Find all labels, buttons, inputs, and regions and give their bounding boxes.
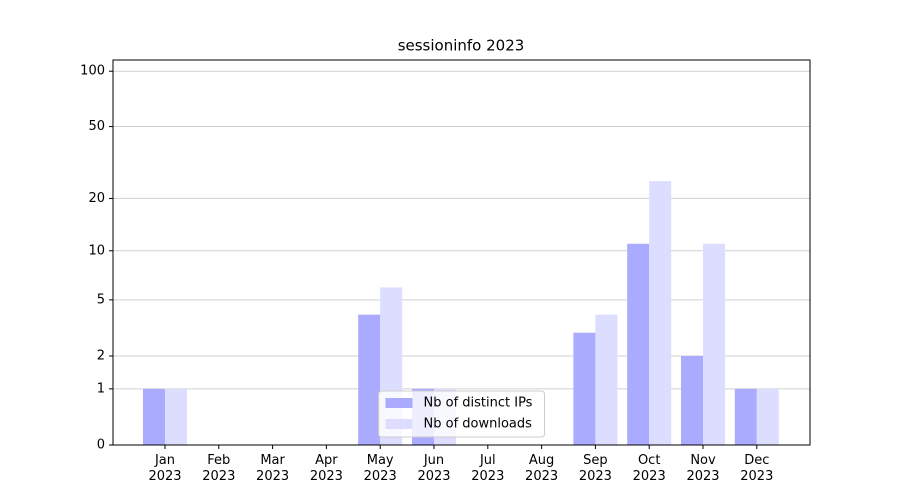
x-tick-label: Mar 2023 xyxy=(256,453,290,484)
legend-box xyxy=(378,390,545,438)
bar xyxy=(703,243,725,445)
x-tick-label: Jan 2023 xyxy=(148,453,182,484)
x-tick-label: Jul 2023 xyxy=(471,453,505,484)
bar xyxy=(756,388,779,445)
bar xyxy=(165,388,187,445)
y-tick-label: 10 xyxy=(88,243,105,258)
legend-label: Nb of distinct IPs xyxy=(424,396,533,411)
legend-swatch xyxy=(385,419,413,429)
x-tick-label: Dec 2023 xyxy=(740,453,774,484)
bar xyxy=(649,181,672,446)
legend: Nb of distinct IPs Nb of downloads xyxy=(378,390,545,438)
y-tick-label: 100 xyxy=(80,64,105,79)
legend-label: Nb of downloads xyxy=(424,417,533,432)
y-tick-label: 20 xyxy=(88,191,105,206)
x-tick-label: Sep 2023 xyxy=(578,453,612,484)
x-tick-label: Oct 2023 xyxy=(632,453,666,484)
x-tick-label: Feb 2023 xyxy=(202,453,236,484)
x-tick-label: May 2023 xyxy=(363,453,397,484)
bar xyxy=(143,388,165,445)
bar xyxy=(573,332,596,445)
bar xyxy=(734,388,757,445)
x-tick-label: Jun 2023 xyxy=(417,453,451,484)
bar xyxy=(681,356,703,445)
chart-title: sessioninfo 2023 xyxy=(398,37,525,55)
plot-frame xyxy=(112,59,811,446)
x-tick-label: Aug 2023 xyxy=(525,453,559,484)
bar xyxy=(358,314,381,445)
legend-swatch xyxy=(385,398,413,408)
y-tick-label: 50 xyxy=(88,119,105,134)
y-tick-label: 2 xyxy=(97,349,105,364)
x-tick-label: Nov 2023 xyxy=(686,453,720,484)
y-tick-label: 1 xyxy=(97,381,105,396)
x-tick-label: Apr 2023 xyxy=(309,453,343,484)
y-tick-label: 0 xyxy=(97,438,105,453)
bar xyxy=(595,314,618,445)
y-tick-label: 5 xyxy=(97,292,105,307)
bar xyxy=(627,243,650,445)
